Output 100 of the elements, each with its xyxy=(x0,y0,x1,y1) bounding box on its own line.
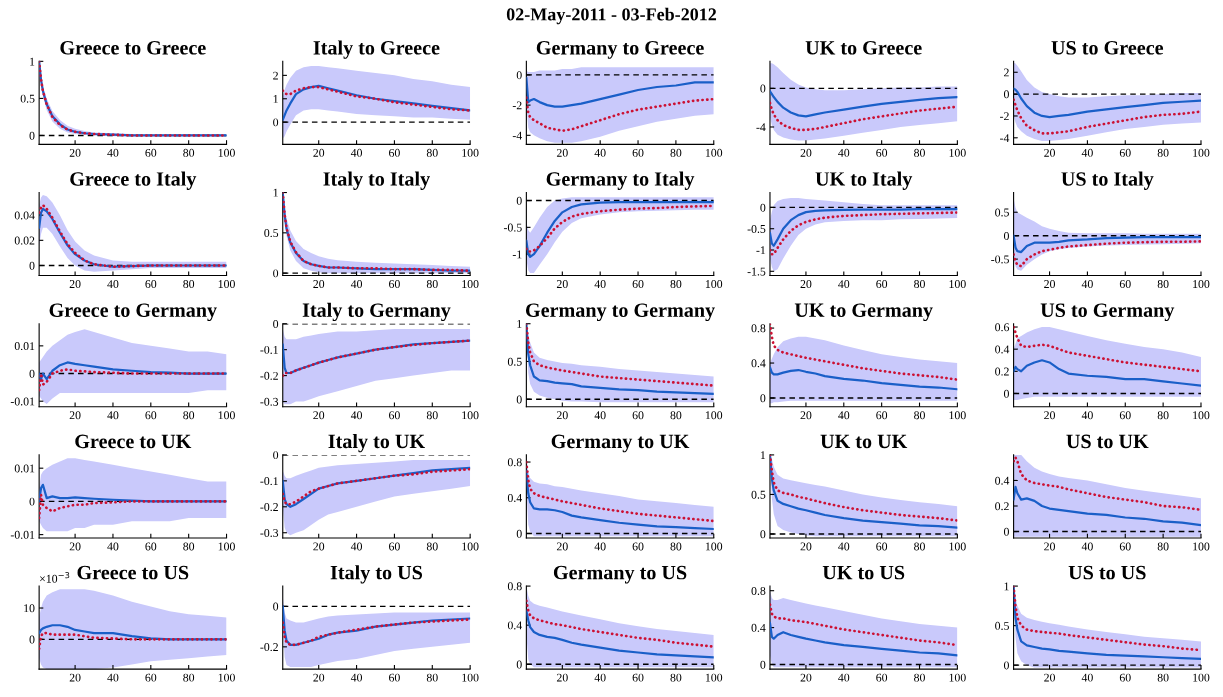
x-tick-label: 80 xyxy=(183,148,195,157)
x-tick-label: 40 xyxy=(1081,542,1093,551)
y-tick-label: 0 xyxy=(760,394,766,403)
chart-title: Germany to Italy xyxy=(546,171,695,190)
x-tick-label: 100 xyxy=(949,542,966,551)
x-tick-label: 20 xyxy=(313,280,325,289)
x-tick-label: 40 xyxy=(594,673,606,682)
y-tick-label: 0 xyxy=(760,203,766,212)
y-tick-label: 1 xyxy=(273,95,278,103)
chart-title: US to US xyxy=(1068,565,1146,580)
y-tick-label: 0.5 xyxy=(995,621,1009,630)
x-tick-label: 60 xyxy=(1119,542,1131,551)
y-tick-label: 0.5 xyxy=(507,357,522,366)
y-tick-label: 0 xyxy=(29,635,35,644)
x-tick-label: 100 xyxy=(949,411,966,420)
x-tick-label: 80 xyxy=(1157,280,1169,289)
y-tick-label: 0 xyxy=(273,118,279,127)
x-tick-label: 100 xyxy=(949,280,966,289)
x-tick-label: 40 xyxy=(107,673,119,682)
x-tick-label: 60 xyxy=(145,542,157,551)
y-tick-label: -4 xyxy=(512,131,523,140)
y-tick-label: 0.8 xyxy=(507,582,522,591)
x-tick-label: 40 xyxy=(1081,280,1093,289)
x-tick-label: 100 xyxy=(218,148,235,157)
y-tick-label: 0.8 xyxy=(751,324,766,333)
x-tick-label: 80 xyxy=(1157,148,1169,157)
x-tick-label: 60 xyxy=(389,280,400,289)
y-tick-label: -0.5 xyxy=(747,224,766,233)
x-tick-label: 40 xyxy=(594,542,606,551)
x-tick-label: 40 xyxy=(594,148,606,157)
x-tick-label: 100 xyxy=(218,542,235,551)
y-tick-label: 10 xyxy=(24,604,35,613)
y-tick-label: 0.8 xyxy=(507,458,522,467)
x-tick-label: 40 xyxy=(838,148,850,157)
y-tick-label: 0 xyxy=(516,196,522,205)
y-tick-label: 0.5 xyxy=(751,490,766,499)
x-tick-label: 60 xyxy=(389,673,400,682)
x-tick-label: 60 xyxy=(145,148,157,157)
x-tick-label: 60 xyxy=(632,673,644,682)
x-tick-label: 60 xyxy=(1119,411,1131,420)
y-tick-label: 0 xyxy=(760,660,766,669)
y-tick-label: 0 xyxy=(1003,661,1009,670)
x-tick-label: 40 xyxy=(594,411,606,420)
x-tick-label: 80 xyxy=(183,411,195,420)
x-tick-label: 80 xyxy=(670,411,682,420)
x-tick-label: 80 xyxy=(914,411,925,420)
y-tick-label: 0 xyxy=(29,261,35,270)
y-tick-label: 0.02 xyxy=(14,236,35,245)
y-tick-label: -0.2 xyxy=(260,503,278,512)
x-tick-label: 60 xyxy=(145,280,157,289)
y-tick-label: 0 xyxy=(1003,389,1009,398)
y-tick-label: 0 xyxy=(516,395,522,404)
x-tick-label: 40 xyxy=(838,673,850,682)
y-tick-label: -0.01 xyxy=(10,530,35,539)
y-tick-label: -0.5 xyxy=(503,223,522,232)
x-tick-label: 20 xyxy=(556,411,568,420)
chart-title: Greece to Greece xyxy=(60,41,206,55)
chart-title: UK to Italy xyxy=(815,171,913,190)
x-tick-label: 60 xyxy=(876,148,888,157)
x-tick-label: 80 xyxy=(670,673,682,682)
x-tick-label: 20 xyxy=(1044,673,1056,682)
chart-title: UK to UK xyxy=(820,434,908,449)
chart-title: US to Italy xyxy=(1061,171,1154,190)
chart-title: US to Greece xyxy=(1051,41,1164,55)
x-tick-label: 60 xyxy=(632,411,644,420)
y-tick-label: 0.5 xyxy=(20,94,35,103)
y-tick-label: 1 xyxy=(273,188,278,197)
chart-title: UK to Germany xyxy=(794,303,933,322)
y-tick-label: -0.3 xyxy=(260,397,279,406)
x-tick-label: 80 xyxy=(670,280,682,289)
x-tick-label: 40 xyxy=(350,542,363,551)
x-tick-label: 60 xyxy=(876,411,888,420)
x-tick-label: 80 xyxy=(1157,673,1169,682)
x-tick-label: 20 xyxy=(800,411,812,420)
x-tick-label: 100 xyxy=(949,148,966,157)
x-tick-label: 20 xyxy=(69,148,81,157)
x-tick-label: 80 xyxy=(670,542,682,551)
y-tick-label: -0.2 xyxy=(260,643,278,652)
y-tick-label: -2 xyxy=(512,101,522,110)
x-tick-label: 100 xyxy=(462,280,479,289)
x-tick-label: 40 xyxy=(350,411,363,420)
x-tick-label: 20 xyxy=(313,148,325,157)
x-tick-label: 20 xyxy=(313,411,325,420)
y-tick-label: 0.5 xyxy=(264,229,279,238)
x-tick-label: 20 xyxy=(556,148,568,157)
y-tick-label: 0.4 xyxy=(507,621,523,630)
y-tick-label: 0 xyxy=(273,269,279,278)
text: 02-May-2011 - 03-Feb-2012 xyxy=(506,7,717,25)
chart-title: Greece to UK xyxy=(75,434,192,449)
x-tick-label: 40 xyxy=(107,280,119,289)
x-tick-label: 80 xyxy=(426,148,438,157)
x-tick-label: 60 xyxy=(876,280,888,289)
x-tick-label: 100 xyxy=(1193,148,1210,157)
y-tick-label: 0 xyxy=(1003,90,1009,99)
x-tick-label: 60 xyxy=(145,411,157,420)
x-tick-label: 40 xyxy=(107,411,119,420)
x-tick-label: 40 xyxy=(107,542,119,551)
x-tick-label: 20 xyxy=(1044,411,1056,420)
x-tick-label: 60 xyxy=(632,542,644,551)
x-tick-label: 20 xyxy=(800,148,812,157)
